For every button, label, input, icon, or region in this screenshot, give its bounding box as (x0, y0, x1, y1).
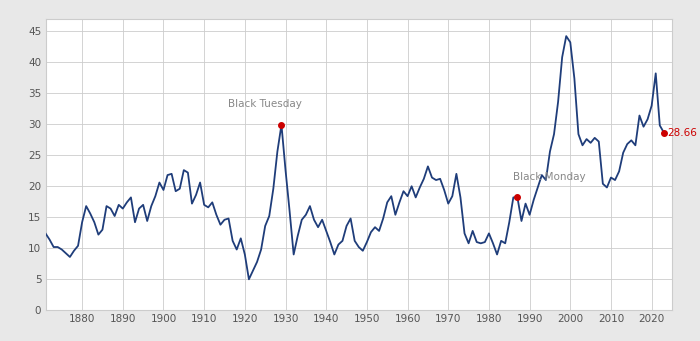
Text: Black Tuesday: Black Tuesday (228, 99, 302, 109)
Text: Black Monday: Black Monday (513, 172, 586, 182)
Text: 28.66: 28.66 (667, 128, 697, 137)
